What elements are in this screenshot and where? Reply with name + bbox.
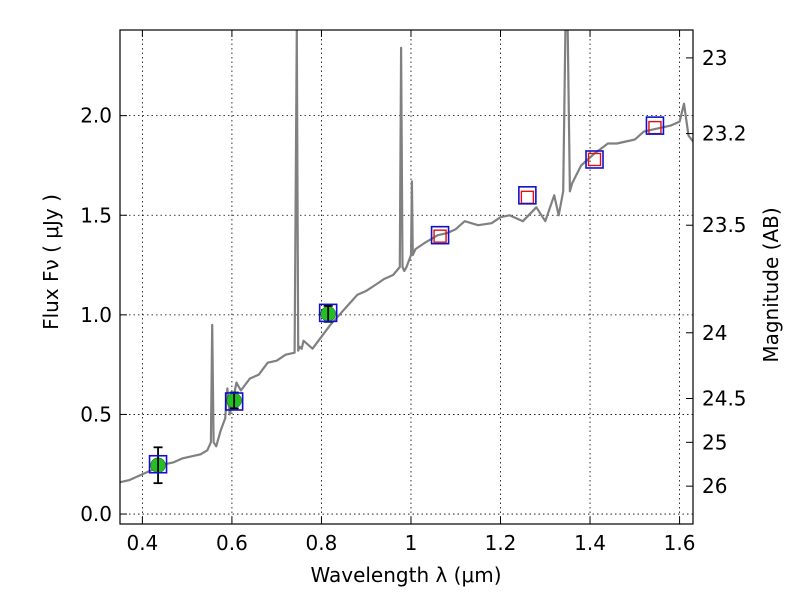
model-flux-marker	[585, 150, 604, 169]
spectrum-series	[120, 30, 693, 484]
photometry-point-0	[148, 446, 168, 485]
model-flux-marker	[224, 392, 244, 411]
model-flux-marker	[318, 303, 338, 323]
magnitude-tick-label: 24	[702, 321, 727, 345]
plot-background	[120, 30, 693, 524]
y-axis-label: Flux Fν ( μJy )	[39, 194, 63, 330]
photometry-point-6	[645, 116, 665, 135]
x-tick-label: 1	[405, 531, 418, 555]
photometry-point-3	[430, 225, 450, 245]
photometry-point-2	[318, 303, 338, 323]
x-tick-label: 0.4	[126, 531, 158, 555]
model-flux-marker	[518, 186, 537, 205]
observed-flux-marker	[433, 229, 447, 243]
photometry-point-5	[585, 150, 604, 169]
spectrum-line-0	[120, 30, 693, 484]
model-flux-marker	[430, 225, 450, 245]
x-tick-label: 0.8	[306, 531, 338, 555]
magnitude-tick-label: 25	[702, 430, 727, 454]
observed-flux-marker	[587, 152, 602, 167]
photometry-point-4	[518, 186, 537, 205]
y-axis-ticks: 0.0 0.5 1.0 1.5 2.0	[80, 104, 127, 526]
photometry-point-1	[224, 391, 244, 411]
y-tick-label: 1.5	[80, 203, 112, 227]
magnitude-axis-ticks: 23 23.2 23.5 24 24.5 25 26	[686, 46, 747, 498]
x-tick-label: 1.4	[574, 531, 606, 555]
magnitude-tick-label: 23.5	[702, 213, 747, 237]
y-tick-label: 2.0	[80, 104, 112, 128]
magnitude-tick-label: 24.5	[702, 387, 747, 411]
plot-frame	[119, 29, 694, 525]
magnitude-tick-label: 23.2	[702, 122, 747, 146]
x-axis-ticks: 0.4 0.6 0.8 1 1.2 1.4 1.6	[126, 30, 695, 555]
model-flux-marker	[645, 116, 665, 135]
x-tick-label: 1.2	[485, 531, 517, 555]
magnitude-tick-label: 23	[702, 46, 727, 70]
model-flux-marker	[148, 454, 168, 474]
y-tick-label: 0.5	[80, 402, 112, 426]
x-tick-label: 0.6	[216, 531, 248, 555]
x-tick-label: 1.6	[664, 531, 696, 555]
y-tick-label: 0.0	[80, 502, 112, 526]
magnitude-tick-label: 26	[702, 474, 727, 498]
magnitude-axis-label: Magnitude (AB)	[759, 207, 783, 362]
photometry-points	[148, 116, 665, 485]
grid-lines	[120, 30, 693, 524]
y-tick-label: 1.0	[80, 303, 112, 327]
x-axis-label: Wavelength λ (μm)	[310, 563, 501, 587]
